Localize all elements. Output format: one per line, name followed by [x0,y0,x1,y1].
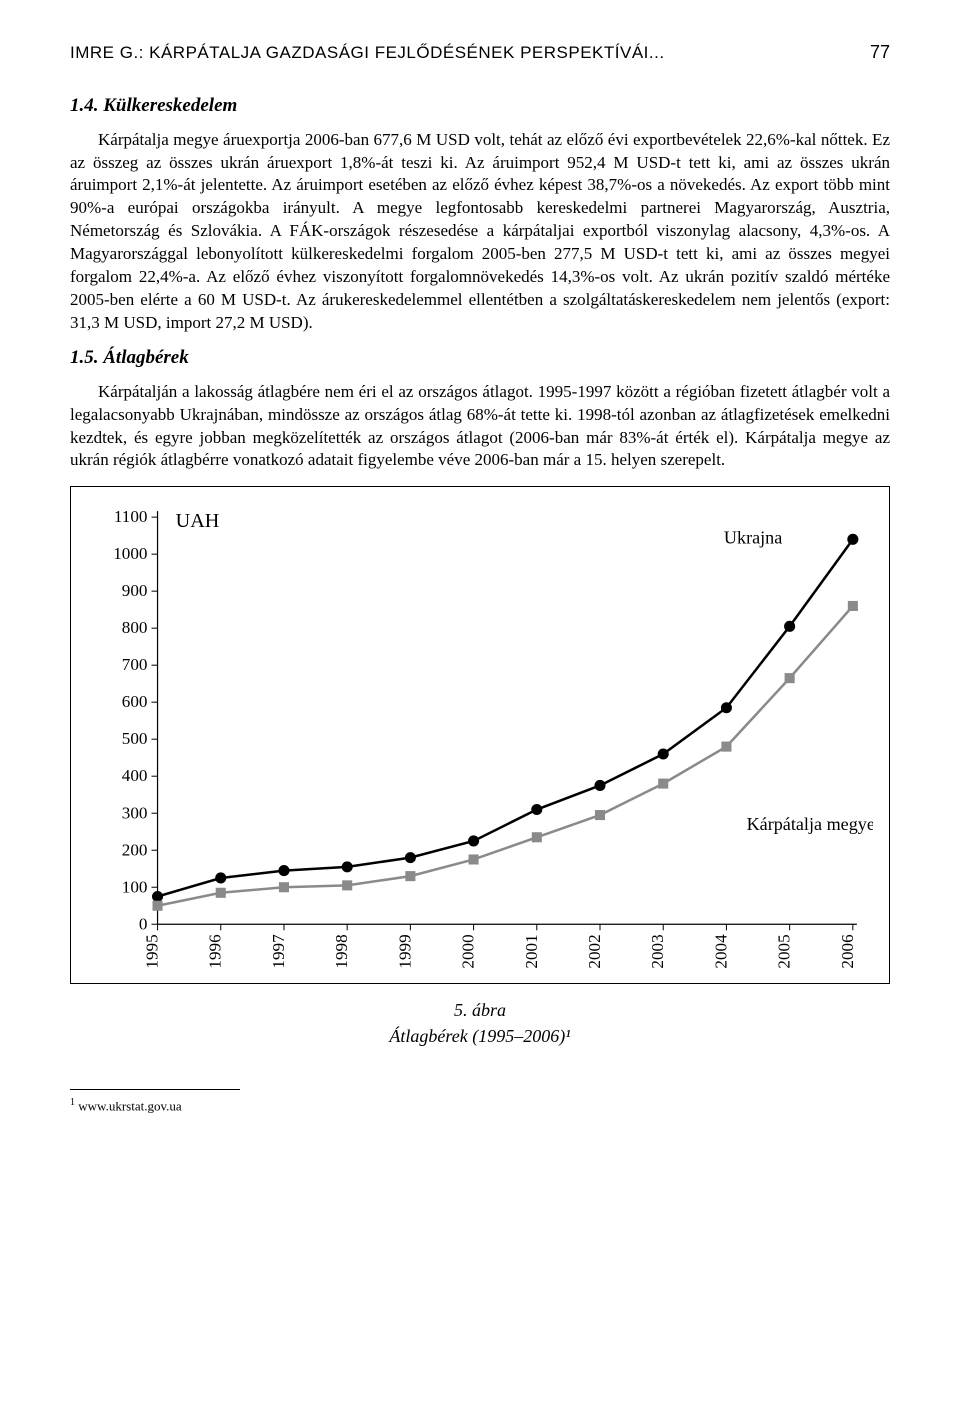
footnote-text: www.ukrstat.gov.ua [78,1098,181,1113]
svg-text:Ukrajna: Ukrajna [724,528,782,548]
svg-text:2001: 2001 [522,935,541,969]
svg-text:200: 200 [122,841,148,860]
svg-text:1000: 1000 [113,545,147,564]
svg-text:900: 900 [122,582,148,601]
svg-text:800: 800 [122,619,148,638]
footnote-marker: 1 [70,1097,75,1108]
section-1-5-paragraph: Kárpátalján a lakosság átlagbére nem éri… [70,381,890,473]
svg-text:2005: 2005 [775,935,794,969]
section-1-4-paragraph: Kárpátalja megye áruexportja 2006-ban 67… [70,129,890,335]
svg-text:Kárpátalja megye: Kárpátalja megye [747,814,873,834]
line-chart: 0 100 200 300 400 500 600 700 800 900 1000 1100 1995… [87,499,873,973]
svg-text:2000: 2000 [459,935,478,969]
svg-text:1997: 1997 [269,934,288,969]
svg-text:2003: 2003 [648,935,667,969]
chart-container: 0 100 200 300 400 500 600 700 800 900 1000 1100 1995… [70,486,890,984]
svg-text:1996: 1996 [206,934,225,969]
svg-text:1995: 1995 [143,935,162,969]
svg-text:UAH: UAH [176,511,220,533]
section-1-4-heading: 1.4. Külkereskedelem [70,93,890,119]
figure-caption-line1: 5. ábra [70,998,890,1022]
svg-text:2004: 2004 [711,934,730,969]
svg-text:100: 100 [122,878,148,897]
figure-caption-line2: Átlagbérek (1995–2006)¹ [70,1024,890,1048]
svg-text:2006: 2006 [838,934,857,969]
svg-text:400: 400 [122,767,148,786]
footnote-rule [70,1089,240,1090]
running-header: IMRE G.: KÁRPÁTALJA GAZDASÁGI FEJLŐDÉSÉN… [70,40,890,65]
svg-text:1998: 1998 [332,935,351,969]
section-1-5-heading: 1.5. Átlagbérek [70,345,890,371]
svg-text:1999: 1999 [395,935,414,969]
svg-text:2002: 2002 [585,935,604,969]
svg-text:700: 700 [122,656,148,675]
running-title: IMRE G.: KÁRPÁTALJA GAZDASÁGI FEJLŐDÉSÉN… [70,42,665,65]
svg-text:600: 600 [122,693,148,712]
svg-text:500: 500 [122,730,148,749]
svg-text:0: 0 [139,915,148,934]
svg-text:1100: 1100 [114,508,148,527]
page-number: 77 [870,40,890,64]
svg-text:300: 300 [122,804,148,823]
footnote: 1 www.ukrstat.gov.ua [70,1096,890,1115]
